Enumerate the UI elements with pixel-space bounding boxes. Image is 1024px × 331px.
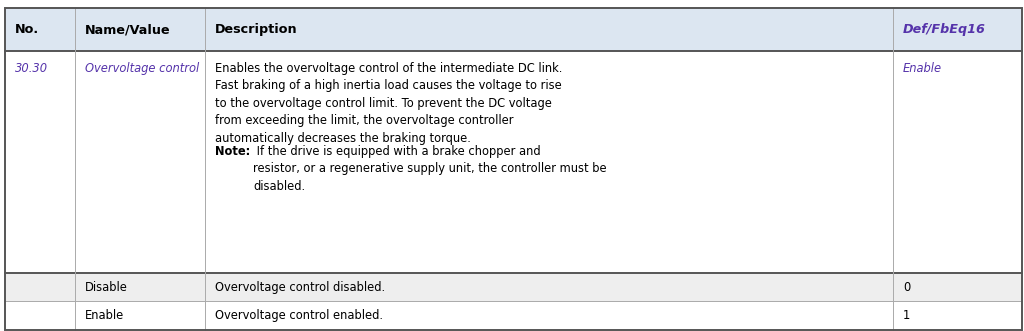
- Text: Description: Description: [215, 23, 298, 36]
- Text: Note:: Note:: [215, 145, 250, 158]
- Bar: [5, 301, 1022, 330]
- Text: Name/Value: Name/Value: [85, 23, 171, 36]
- Text: If the drive is equipped with a brake chopper and
resistor, or a regenerative su: If the drive is equipped with a brake ch…: [253, 145, 606, 193]
- Bar: [5, 8, 1022, 51]
- Text: 30.30: 30.30: [15, 62, 48, 75]
- Text: Enables the overvoltage control of the intermediate DC link.
Fast braking of a h: Enables the overvoltage control of the i…: [215, 62, 562, 145]
- Text: 1: 1: [903, 309, 910, 322]
- Text: Enable: Enable: [903, 62, 942, 75]
- Text: 0: 0: [903, 281, 910, 294]
- Text: Overvoltage control disabled.: Overvoltage control disabled.: [215, 281, 385, 294]
- Bar: [5, 51, 1022, 273]
- Text: Def/FbEq16: Def/FbEq16: [903, 23, 986, 36]
- Text: Enable: Enable: [85, 309, 124, 322]
- Bar: [5, 273, 1022, 301]
- Text: Disable: Disable: [85, 281, 128, 294]
- Text: Overvoltage control enabled.: Overvoltage control enabled.: [215, 309, 383, 322]
- Text: Overvoltage control: Overvoltage control: [85, 62, 200, 75]
- Text: No.: No.: [15, 23, 40, 36]
